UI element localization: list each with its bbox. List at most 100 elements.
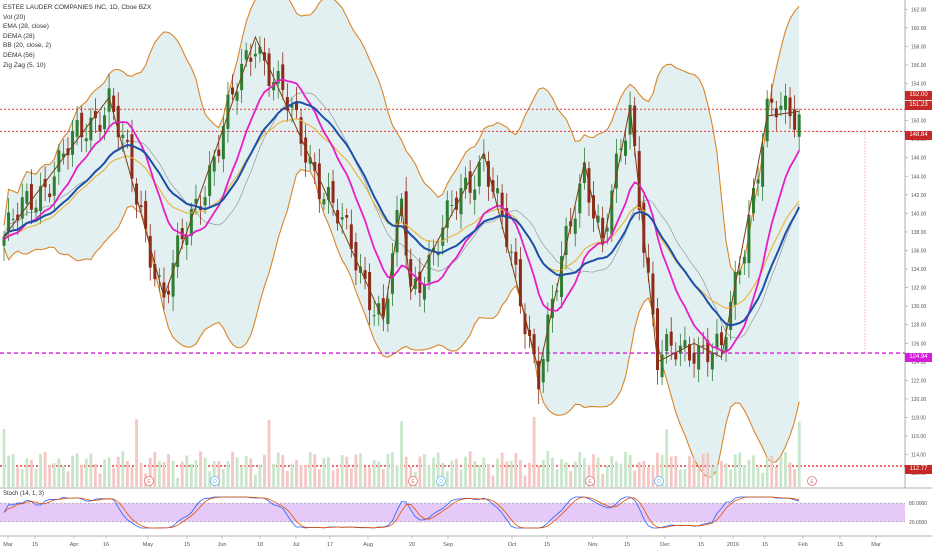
volume-bar [582,457,586,487]
candle-body [793,109,797,130]
legend-bb[interactable]: BB (20, close, 2) [3,42,52,50]
candle-body [532,334,536,355]
candle-body [614,153,618,189]
legend-dema56[interactable]: DEMA (56) [3,51,35,59]
candle-body [477,161,481,187]
candle-body [121,134,125,138]
candle-body [651,273,655,315]
volume-bar [774,466,778,487]
candle-body [331,181,335,203]
volume-bar [692,458,696,487]
legend-zigzag[interactable]: Zig Zag (5, 10) [3,61,46,69]
volume-bar [189,463,193,487]
y-tick-label: 156.00 [911,63,927,69]
candle-body [43,178,47,188]
y-tick-label: 128.00 [911,323,927,329]
candle-body [125,139,129,142]
y-tick-label: 140.00 [911,211,927,217]
volume-bar [368,467,371,487]
volume-bar [637,461,641,487]
volume-bar [455,458,458,487]
candle-body [509,251,513,253]
candle-body [139,205,143,208]
candle-body [231,87,234,95]
candle-body [235,91,239,101]
candle-body [381,298,385,317]
candle-body [564,225,568,255]
candle-body [500,192,504,216]
x-tick-label: 15 [762,542,768,548]
price-label-112: 112.77 [905,465,932,474]
x-tick-label: Dec [660,542,670,548]
event-marker [144,476,154,486]
volume-bar [464,456,467,487]
candle-body [11,218,15,220]
volume-bar [450,460,454,487]
volume-bar [167,454,170,487]
y-tick-label: 116.00 [911,434,926,440]
moving-averages [3,35,801,372]
candle-body [459,188,463,215]
candle-body [596,215,600,223]
volume-bar [203,457,207,487]
ema-28-line [3,118,800,309]
volume-bar [418,456,422,487]
y-tick-label: 130.00 [911,304,927,310]
legend-ema[interactable]: EMA (28, close) [3,23,49,31]
candle-body [491,180,495,192]
candle-body [656,308,660,371]
volume-bar [349,468,353,487]
stoch-k-line [3,496,800,529]
volume-bar [171,460,175,487]
indicator-legend: ESTEE LAUDER COMPANIES INC, 1D, Cboe BZX… [3,3,151,70]
y-tick-label: 118.00 [911,415,926,421]
candle-body [285,97,289,111]
volume-bar [80,464,84,487]
candle-body [258,46,262,54]
candle-body [217,149,221,156]
volume-bar [162,462,166,487]
volume-bar [720,460,723,487]
dema-56-line [3,100,801,327]
volume-bar [505,461,509,487]
volume-bar [688,456,691,487]
volume-bar [633,470,637,487]
volume-bar [784,452,787,487]
volume-bar [445,471,449,487]
volume-bar [317,469,321,487]
volume-bar [386,454,390,487]
volume-bar [793,468,797,487]
candle-body [322,199,326,205]
candle-body [93,111,97,119]
volume-bar [377,461,381,487]
volume-bar [592,454,595,487]
volume-bar [660,454,664,487]
stoch-band [0,503,905,522]
volume-bar [313,454,317,487]
legend-dema28[interactable]: DEMA (28) [3,32,35,40]
candle-body [770,98,774,103]
price-label-151: 151.23 [905,101,932,110]
candle-body [765,98,769,142]
x-tick-label: 18 [257,542,263,548]
x-tick-label: Feb [798,542,807,548]
volume-bar [331,470,335,487]
y-tick-label: 120.00 [911,397,927,403]
candle-body [601,217,605,239]
event-marker-label: D [439,479,443,485]
legend-stoch[interactable]: Stoch (14, 1, 3) [3,491,45,497]
candle-body [253,53,257,57]
volume-bar [285,470,289,487]
price-label-152: 152.00 [905,91,932,100]
volume-bar [738,452,742,487]
volume-bar [541,459,545,487]
candle-body [116,105,120,138]
volume-bar [107,457,111,487]
legend-vol[interactable]: Vol (20) [3,13,26,21]
x-tick-label: 20 [409,542,415,548]
candle-body [281,64,285,91]
y-tick-label: 124.00 [911,360,927,366]
volume-bar [48,464,52,487]
candle-body [441,227,445,246]
